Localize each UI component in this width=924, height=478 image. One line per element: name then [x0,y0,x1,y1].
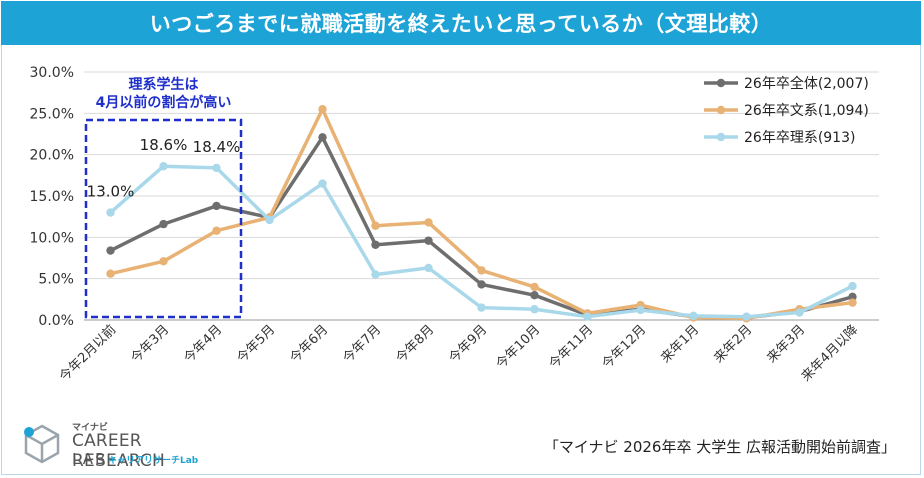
data-point [424,218,433,227]
data-point [106,208,115,217]
data-point [371,240,380,249]
data-point [848,281,857,291]
data-point [530,282,539,292]
data-point [371,270,380,279]
data-point [159,162,168,171]
x-tick-label: 来年4月以降 [799,322,861,384]
data-point [159,219,168,229]
x-tick-label: 今年6月 [287,322,332,367]
data-point [795,308,804,317]
data-point [212,201,221,211]
data-label: 18.4% [193,138,241,156]
annotation-box [84,118,243,319]
x-tick-label: 今年12月 [599,322,650,373]
x-tick-label: 来年3月 [764,322,808,366]
data-label: 18.6% [140,136,188,154]
x-tick-label: 今年2月以前 [56,322,119,385]
logo-lab-text: LAB [72,450,108,468]
data-point [424,236,433,245]
logo-sub-text: マイナビ [72,423,108,433]
data-point [106,246,115,255]
legend-label: 26年卒全体(2,007) [744,75,869,92]
data-point [477,266,486,275]
y-tick-label: 25.0% [30,106,74,122]
x-tick-label: 今年3月 [128,322,173,367]
legend-marker [716,105,726,115]
legend-marker [716,78,726,88]
data-point [424,263,433,273]
legend-label: 26年卒理系(913) [744,130,855,146]
y-tick-label: 30.0% [30,65,74,81]
data-point [530,305,539,314]
data-point [848,292,857,302]
series-line-0 [109,135,853,320]
x-tick-label: 今年7月 [340,322,385,367]
annotation-text: 理系学生は [129,76,199,93]
x-tick-label: 今年8月 [393,322,438,367]
cube-logo-icon [24,424,60,464]
x-tick-label: 今年4月 [181,322,226,367]
data-point [106,269,115,278]
data-point [371,221,380,230]
legend-label: 26年卒文系(1,094) [744,103,869,119]
y-tick-label: 0.0% [38,313,74,329]
data-label: 13.0% [87,183,135,201]
y-tick-label: 10.0% [30,230,74,246]
x-tick-label: 今年10月 [493,322,544,373]
logo-main-text: CAREER RESEARCH [72,431,165,471]
career-research-lab-logo: マイナビ CAREER RESEARCH LAB キャリアリサーチLab [20,418,220,471]
data-point [477,280,486,289]
source-caption: 「マイナビ 2026年卒 大学生 広報活動開始前調査」 [543,438,896,456]
chart-title: いつごろまでに就職活動を終えたいと思っているか（文理比較） [1,1,921,45]
data-point [636,305,645,315]
data-point [848,298,857,307]
y-tick-label: 15.0% [30,189,74,205]
annotation-text: 4月以前の割合が高い [96,94,232,111]
data-point [318,133,327,142]
x-tick-label: 今年11月 [546,322,597,373]
series-line-2 [109,164,854,319]
x-tick-label: 来年1月 [658,322,702,366]
logo-kana-text: キャリアリサーチLab [108,456,199,466]
data-point [318,105,327,114]
legend-marker [716,132,726,142]
data-point [583,312,592,321]
data-point [689,311,698,321]
data-point [742,312,751,321]
data-point [212,163,221,173]
data-point [212,226,221,235]
data-point [318,179,327,188]
x-tick-label: 来年2月 [711,322,755,366]
data-point [477,303,486,312]
x-tick-label: 今年5月 [234,322,279,367]
data-point [265,215,274,225]
data-point [159,257,168,266]
y-tick-label: 20.0% [30,148,74,164]
x-tick-label: 今年9月 [446,322,491,367]
data-point [530,291,539,300]
y-tick-label: 5.0% [38,272,74,288]
